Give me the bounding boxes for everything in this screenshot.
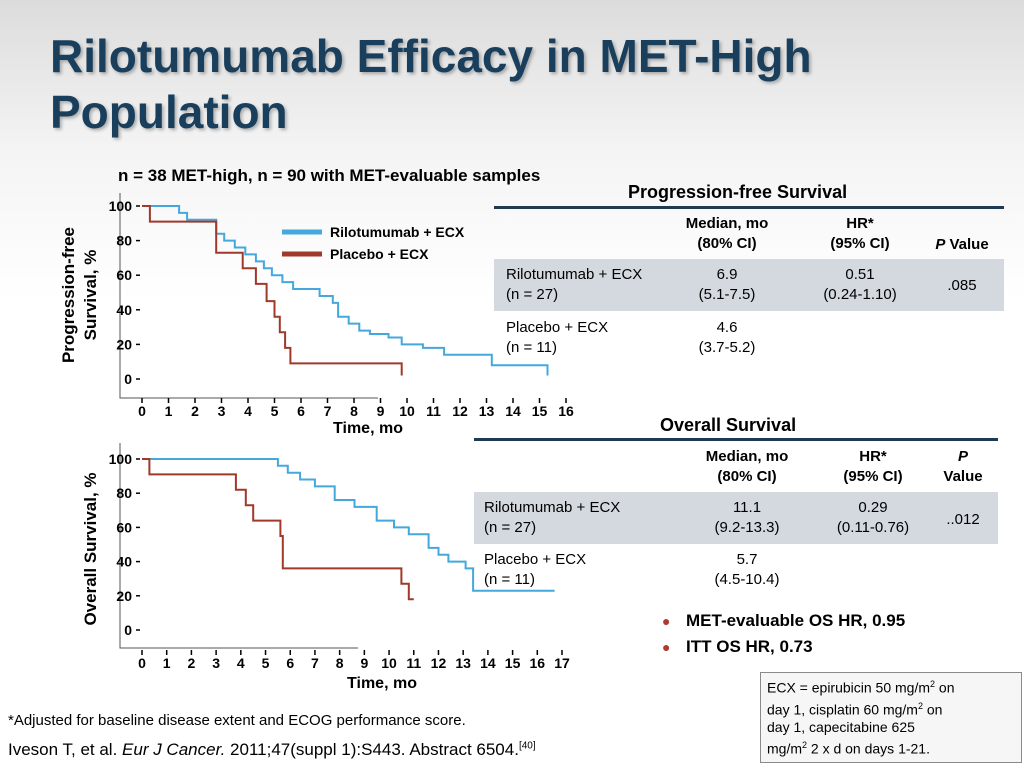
x-tick-label: 4	[237, 655, 245, 671]
pfs-col-median: Median, mo (80% CI)	[672, 214, 782, 254]
x-tick-label: 6	[297, 403, 305, 419]
os-row2-arm: Placebo + ECX (n = 11)	[484, 550, 664, 590]
pfs-row2-median: 4.6 (3.7-5.2)	[672, 318, 782, 358]
x-tick-label: 1	[165, 403, 173, 419]
pfs-col-p: P Value	[922, 235, 1002, 255]
y-tick-label: 0	[124, 622, 132, 638]
pfs-row1-arm: Rilotumumab + ECX (n = 27)	[506, 265, 676, 305]
x-tick-label: 5	[262, 655, 270, 671]
y-tick-label: 60	[116, 267, 132, 283]
footnote: *Adjusted for baseline disease extent an…	[8, 712, 466, 729]
x-tick-label: 3	[218, 403, 226, 419]
x-tick-label: 5	[271, 403, 279, 419]
y-axis-label: Survival, %	[81, 250, 100, 341]
x-tick-label: 6	[286, 655, 294, 671]
x-tick-label: 17	[554, 655, 570, 671]
x-tick-label: 16	[530, 655, 546, 671]
y-tick-label: 40	[116, 554, 132, 570]
x-tick-label: 16	[558, 403, 574, 419]
pfs-row1-p: .085	[922, 276, 1002, 296]
x-tick-label: 10	[381, 655, 397, 671]
x-tick-label: 14	[480, 655, 496, 671]
legend-label: Rilotumumab + ECX	[330, 224, 465, 240]
x-tick-label: 14	[505, 403, 521, 419]
bullet-item: ● ITT OS HR, 0.73	[660, 634, 905, 660]
bullet-item: ● MET-evaluable OS HR, 0.95	[660, 608, 905, 634]
pfs-row2-arm: Placebo + ECX (n = 11)	[506, 318, 676, 358]
os-table-title: Overall Survival	[660, 415, 796, 436]
y-tick-label: 100	[109, 451, 133, 467]
bullet-dot-icon: ●	[662, 608, 670, 634]
x-tick-label: 0	[138, 655, 146, 671]
y-tick-label: 80	[116, 233, 132, 249]
x-axis-label: Time, mo	[347, 675, 417, 692]
os-col-p: P Value	[932, 447, 994, 487]
x-tick-label: 9	[360, 655, 368, 671]
x-tick-label: 7	[324, 403, 332, 419]
x-tick-label: 12	[452, 403, 468, 419]
x-tick-label: 3	[212, 655, 220, 671]
x-tick-label: 2	[188, 655, 196, 671]
x-tick-label: 11	[406, 655, 421, 671]
x-tick-label: 9	[377, 403, 385, 419]
x-tick-label: 15	[532, 403, 548, 419]
x-tick-label: 7	[311, 655, 319, 671]
y-tick-label: 0	[124, 371, 132, 387]
y-tick-label: 20	[116, 588, 132, 604]
x-tick-label: 10	[399, 403, 415, 419]
pfs-row1-hr: 0.51 (0.24-1.10)	[805, 265, 915, 305]
pfs-col-hr: HR* (95% CI)	[805, 214, 915, 254]
x-tick-label: 15	[505, 655, 521, 671]
x-tick-label: 4	[244, 403, 252, 419]
y-tick-label: 60	[116, 519, 132, 535]
x-tick-label: 8	[350, 403, 358, 419]
x-tick-label: 8	[336, 655, 344, 671]
os-row1-arm: Rilotumumab + ECX (n = 27)	[484, 498, 664, 538]
y-tick-label: 20	[116, 336, 132, 352]
y-tick-label: 40	[116, 302, 132, 318]
citation: Iveson T, et al. Eur J Cancer. 2011;47(s…	[8, 740, 536, 760]
x-tick-label: 11	[426, 403, 441, 419]
x-tick-label: 2	[191, 403, 199, 419]
os-row1-hr: 0.29 (0.11-0.76)	[818, 498, 928, 538]
x-tick-label: 13	[455, 655, 471, 671]
os-row1-median: 11.1 (9.2-13.3)	[692, 498, 802, 538]
os-row1-p: ..012	[932, 510, 994, 530]
os-table-top-rule	[474, 438, 998, 441]
os-col-median: Median, mo (80% CI)	[692, 447, 802, 487]
y-tick-label: 80	[116, 485, 132, 501]
y-tick-label: 100	[109, 198, 133, 214]
y-axis-label: Progression-free	[59, 227, 78, 363]
pfs-table-top-rule	[494, 206, 1004, 209]
pfs-row1-median: 6.9 (5.1-7.5)	[672, 265, 782, 305]
y-axis-label: Overall Survival, %	[81, 472, 100, 625]
x-axis-label: Time, mo	[333, 420, 403, 437]
ecx-definition-box: ECX = epirubicin 50 mg/m2 on day 1, cisp…	[760, 672, 1022, 763]
km-curve-placebo	[142, 459, 414, 599]
os-hr-bullets: ● MET-evaluable OS HR, 0.95 ● ITT OS HR, 0…	[660, 608, 905, 660]
legend-label: Placebo + ECX	[330, 246, 429, 262]
os-col-hr: HR* (95% CI)	[818, 447, 928, 487]
bullet-dot-icon: ●	[662, 634, 670, 660]
x-tick-label: 1	[163, 655, 171, 671]
x-tick-label: 0	[138, 403, 146, 419]
x-tick-label: 13	[479, 403, 495, 419]
os-row2-median: 5.7 (4.5-10.4)	[692, 550, 802, 590]
pfs-table-title: Progression-free Survival	[628, 182, 847, 203]
x-tick-label: 12	[431, 655, 447, 671]
